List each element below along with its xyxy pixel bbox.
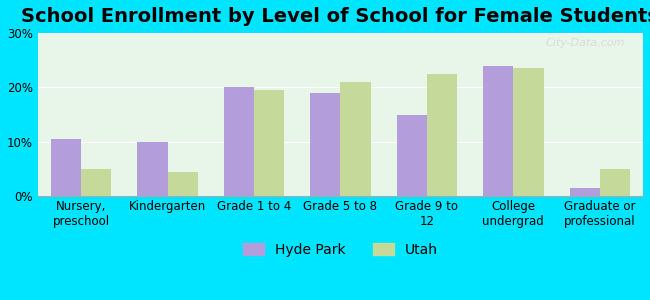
Bar: [600, 169, 630, 196]
Bar: [254, 90, 284, 196]
Legend: Hyde Park, Utah: Hyde Park, Utah: [237, 237, 444, 262]
Text: City-Data.com: City-Data.com: [545, 38, 625, 48]
Bar: [168, 172, 198, 196]
Bar: [514, 68, 543, 196]
Bar: [310, 93, 341, 196]
Bar: [396, 115, 427, 196]
Bar: [51, 139, 81, 196]
Bar: [569, 188, 600, 196]
Bar: [224, 87, 254, 196]
Title: School Enrollment by Level of School for Female Students: School Enrollment by Level of School for…: [21, 7, 650, 26]
Bar: [341, 82, 370, 196]
Bar: [483, 66, 514, 196]
Bar: [137, 142, 168, 196]
Bar: [81, 169, 111, 196]
Bar: [427, 74, 457, 196]
